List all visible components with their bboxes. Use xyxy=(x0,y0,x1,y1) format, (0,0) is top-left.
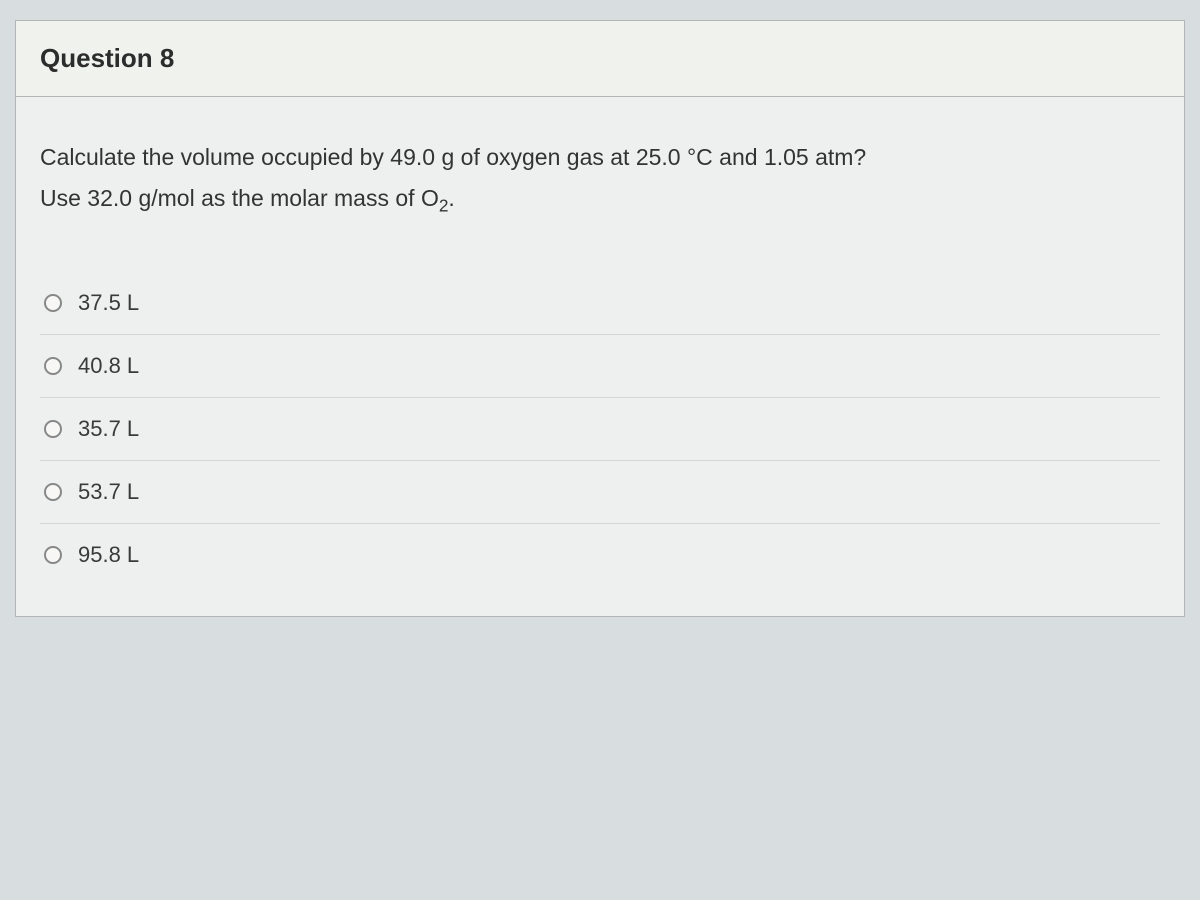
question-prompt: Calculate the volume occupied by 49.0 g … xyxy=(40,137,1160,222)
option-label: 40.8 L xyxy=(78,353,139,379)
option-label: 35.7 L xyxy=(78,416,139,442)
option-row[interactable]: 35.7 L xyxy=(40,398,1160,461)
option-label: 53.7 L xyxy=(78,479,139,505)
prompt-line-2-prefix: Use 32.0 g/mol as the molar mass of O xyxy=(40,185,439,211)
option-row[interactable]: 95.8 L xyxy=(40,524,1160,586)
prompt-line-1: Calculate the volume occupied by 49.0 g … xyxy=(40,144,866,170)
prompt-line-2-subscript: 2 xyxy=(439,196,449,216)
prompt-line-2-suffix: . xyxy=(448,185,454,211)
option-row[interactable]: 37.5 L xyxy=(40,272,1160,335)
option-row[interactable]: 40.8 L xyxy=(40,335,1160,398)
question-header: Question 8 xyxy=(16,21,1184,97)
question-title: Question 8 xyxy=(40,43,1160,74)
radio-icon[interactable] xyxy=(44,357,62,375)
question-body: Calculate the volume occupied by 49.0 g … xyxy=(16,97,1184,616)
radio-icon[interactable] xyxy=(44,546,62,564)
option-row[interactable]: 53.7 L xyxy=(40,461,1160,524)
radio-icon[interactable] xyxy=(44,483,62,501)
options-list: 37.5 L 40.8 L 35.7 L 53.7 L 95.8 L xyxy=(40,272,1160,586)
option-label: 95.8 L xyxy=(78,542,139,568)
option-label: 37.5 L xyxy=(78,290,139,316)
radio-icon[interactable] xyxy=(44,294,62,312)
radio-icon[interactable] xyxy=(44,420,62,438)
question-card: Question 8 Calculate the volume occupied… xyxy=(15,20,1185,617)
